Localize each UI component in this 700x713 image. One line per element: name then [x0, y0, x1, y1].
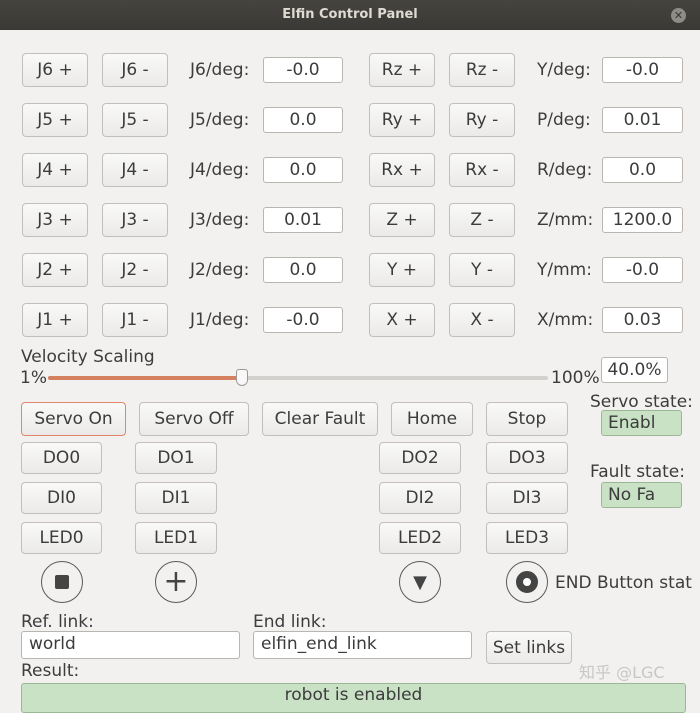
cartesian-label: X/mm:: [537, 310, 594, 330]
joint-minus-button[interactable]: J3 -: [102, 203, 168, 237]
cartesian-label: R/deg:: [537, 160, 593, 180]
cartesian-label: Y/mm:: [537, 260, 592, 280]
joint-value-field[interactable]: 0.0: [263, 157, 343, 183]
cartesian-minus-button[interactable]: Ry -: [449, 103, 515, 137]
do0-button[interactable]: DO0: [21, 442, 102, 474]
joint-plus-button[interactable]: J1 +: [22, 303, 88, 337]
di0-button[interactable]: DI0: [21, 482, 102, 514]
joint-label: J3/deg:: [190, 210, 250, 230]
cartesian-label: Z/mm:: [537, 210, 594, 230]
set-links-button[interactable]: Set links: [486, 631, 572, 664]
cartesian-plus-button[interactable]: Ry +: [369, 103, 435, 137]
joint-minus-button[interactable]: J5 -: [102, 103, 168, 137]
cartesian-minus-button[interactable]: Rz -: [449, 53, 515, 87]
joint-minus-button[interactable]: J6 -: [102, 53, 168, 87]
cartesian-label: P/deg:: [537, 110, 591, 130]
plus-icon: +: [163, 564, 189, 599]
ref-link-label: Ref. link:: [21, 612, 94, 632]
joint-plus-button[interactable]: J2 +: [22, 253, 88, 287]
title-bar: Elfin Control Panel ✕: [0, 0, 700, 30]
end-link-input[interactable]: elfin_end_link: [253, 631, 472, 659]
clear-fault-button[interactable]: Clear Fault: [262, 402, 378, 436]
velocity-slider[interactable]: [48, 369, 548, 386]
led2-button[interactable]: LED2: [379, 522, 461, 554]
cartesian-value-field[interactable]: -0.0: [602, 257, 683, 283]
cartesian-minus-button[interactable]: Rx -: [449, 153, 515, 187]
joint-plus-button[interactable]: J6 +: [22, 53, 88, 87]
joint-plus-button[interactable]: J3 +: [22, 203, 88, 237]
joint-minus-button[interactable]: J2 -: [102, 253, 168, 287]
record-icon: [516, 571, 538, 593]
end-button-indicator: [506, 561, 548, 603]
joint-label: J4/deg:: [190, 160, 250, 180]
fault-state-value: No Fa: [601, 482, 682, 508]
cartesian-value-field[interactable]: 0.0: [602, 157, 683, 183]
cartesian-label: Y/deg:: [537, 60, 591, 80]
stop-button[interactable]: Stop: [486, 402, 568, 436]
result-value: robot is enabled: [21, 683, 686, 713]
led1-button[interactable]: LED1: [135, 522, 217, 554]
led1-indicator: +: [155, 561, 197, 603]
result-label: Result:: [21, 661, 80, 681]
cartesian-value-field[interactable]: 0.03: [602, 307, 683, 333]
cartesian-minus-button[interactable]: X -: [449, 303, 515, 337]
servo-state-label: Servo state:: [590, 392, 693, 412]
led3-button[interactable]: LED3: [486, 522, 568, 554]
velocity-value-field[interactable]: 40.0%: [601, 357, 668, 383]
close-button[interactable]: ✕: [671, 8, 686, 23]
joint-plus-button[interactable]: J4 +: [22, 153, 88, 187]
di3-button[interactable]: DI3: [486, 482, 568, 514]
joint-value-field[interactable]: -0.0: [263, 57, 343, 83]
servo-off-button[interactable]: Servo Off: [139, 402, 249, 436]
do1-button[interactable]: DO1: [135, 442, 217, 474]
do3-button[interactable]: DO3: [486, 442, 568, 474]
velocity-min: 1%: [20, 368, 47, 388]
cartesian-value-field[interactable]: 1200.0: [602, 207, 683, 233]
cartesian-plus-button[interactable]: Rz +: [369, 53, 435, 87]
cartesian-value-field[interactable]: 0.01: [602, 107, 683, 133]
servo-state-value: Enabl: [601, 410, 682, 436]
servo-on-button[interactable]: Servo On: [21, 402, 126, 436]
led2-indicator: ▼: [399, 561, 441, 603]
end-button-label: END Button stat: [555, 573, 692, 593]
do2-button[interactable]: DO2: [379, 442, 461, 474]
di2-button[interactable]: DI2: [379, 482, 461, 514]
joint-label: J2/deg:: [190, 260, 250, 280]
joint-label: J6/deg:: [190, 60, 250, 80]
joint-value-field[interactable]: 0.0: [263, 107, 343, 133]
cartesian-plus-button[interactable]: Y +: [369, 253, 435, 287]
cartesian-minus-button[interactable]: Y -: [449, 253, 515, 287]
stop-square-icon: [55, 575, 69, 589]
triangle-down-icon: ▼: [413, 571, 427, 593]
joint-label: J1/deg:: [190, 310, 250, 330]
joint-plus-button[interactable]: J5 +: [22, 103, 88, 137]
velocity-label: Velocity Scaling: [21, 347, 155, 367]
fault-state-label: Fault state:: [590, 462, 685, 482]
joint-minus-button[interactable]: J1 -: [102, 303, 168, 337]
ref-link-input[interactable]: world: [21, 631, 240, 659]
led0-indicator: [41, 561, 83, 603]
home-button[interactable]: Home: [391, 402, 473, 436]
cartesian-plus-button[interactable]: X +: [369, 303, 435, 337]
window-title: Elfin Control Panel: [282, 7, 418, 22]
led0-button[interactable]: LED0: [21, 522, 102, 554]
joint-minus-button[interactable]: J4 -: [102, 153, 168, 187]
velocity-slider-fill: [48, 376, 243, 380]
velocity-slider-handle[interactable]: [236, 369, 248, 386]
cartesian-minus-button[interactable]: Z -: [449, 203, 515, 237]
watermark: 知乎 @LGC: [579, 663, 665, 682]
di1-button[interactable]: DI1: [135, 482, 217, 514]
cartesian-plus-button[interactable]: Rx +: [369, 153, 435, 187]
joint-value-field[interactable]: 0.0: [263, 257, 343, 283]
cartesian-plus-button[interactable]: Z +: [369, 203, 435, 237]
velocity-max: 100%: [551, 368, 600, 388]
joint-label: J5/deg:: [190, 110, 250, 130]
joint-value-field[interactable]: 0.01: [263, 207, 343, 233]
end-link-label: End link:: [253, 612, 327, 632]
cartesian-value-field[interactable]: -0.0: [602, 57, 683, 83]
joint-value-field[interactable]: -0.0: [263, 307, 343, 333]
